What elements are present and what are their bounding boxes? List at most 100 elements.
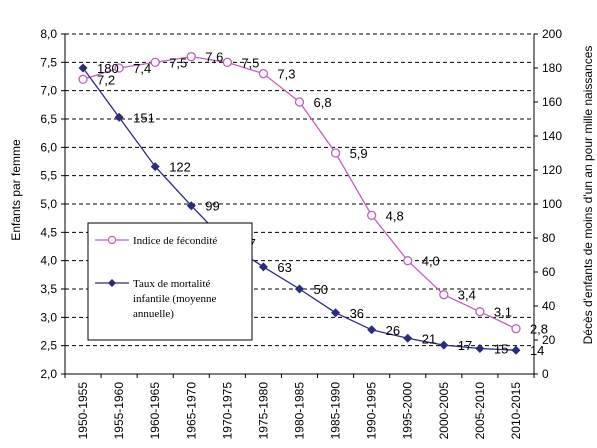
legend: Indice de fécondité Taux de mortalité in…: [87, 222, 253, 341]
mortality-point: [258, 262, 268, 272]
x-tick-label: 2000-2005: [437, 382, 451, 440]
x-tick-label: 1980-1985: [293, 382, 307, 440]
mortality-data-label: 17: [458, 338, 472, 353]
fertility-point: [78, 74, 88, 84]
right-axis-ticks: 0 20 40 60 80 100 120 140 160 180 200: [534, 27, 562, 381]
mortality-point: [114, 112, 124, 122]
fertility-data-label: 4,0: [422, 254, 440, 269]
x-tick-label: 2010-2015: [509, 382, 523, 440]
fertility-point: [222, 57, 232, 67]
mortality-data-label: 15: [494, 342, 508, 357]
mortality-data-label: 151: [133, 110, 155, 125]
left-tick-label: 6,5: [40, 112, 57, 126]
fertility-point: [294, 97, 305, 107]
fertility-point: [258, 69, 269, 79]
left-tick-label: 8,0: [40, 27, 57, 41]
left-tick-label: 6,0: [40, 140, 57, 154]
fertility-data-label: 2,8: [530, 322, 548, 337]
legend-mortality-label-line3: annuelle): [133, 308, 174, 320]
x-tick-label: 1950-1955: [76, 382, 90, 440]
left-axis-title: Enfants par femme: [9, 139, 23, 241]
x-tick-label: 1995-2000: [401, 382, 415, 440]
x-tick-label: 1955-1960: [112, 382, 126, 440]
left-tick-label: 5,0: [40, 197, 57, 211]
right-tick-label: 180: [542, 61, 562, 75]
x-tick-label: 2005-2010: [473, 382, 487, 440]
legend-fertility-label: Indice de fécondité: [133, 235, 217, 247]
mortality-point: [331, 308, 341, 318]
right-tick-label: 80: [542, 231, 556, 245]
fertility-data-label: 7,5: [241, 55, 259, 70]
right-tick-label: 60: [542, 265, 556, 279]
mortality-point: [150, 162, 160, 172]
mortality-point: [511, 345, 521, 355]
left-tick-label: 3,0: [40, 310, 57, 324]
legend-mortality-marker: [108, 279, 116, 287]
mortality-data-labels: 18015112299776350362621171514: [97, 61, 544, 358]
x-axis-ticks: 1950-1955 1955-1960 1960-1965 1965-1970 1970…: [64, 374, 535, 440]
fertility-data-label: 7,3: [277, 67, 295, 82]
mortality-point: [475, 344, 485, 353]
fertility-data-label: 6,8: [314, 95, 332, 110]
fertility-point: [403, 256, 413, 266]
right-tick-label: 20: [542, 333, 556, 347]
right-tick-label: 200: [542, 27, 562, 41]
fertility-point: [186, 52, 196, 62]
fertility-data-label: 4,8: [386, 208, 404, 223]
x-tick-label: 1965-1970: [184, 382, 198, 440]
mortality-data-label: 21: [422, 331, 436, 346]
right-tick-label: 120: [542, 163, 562, 177]
right-axis-title: Décès d'enfants de moins d'un an pour mi…: [581, 46, 595, 345]
fertility-point: [330, 148, 341, 158]
mortality-data-label: 180: [97, 61, 119, 76]
fertility-data-label: 3,1: [494, 305, 512, 320]
left-tick-label: 7,5: [40, 55, 57, 69]
fertility-point: [511, 324, 521, 334]
left-tick-label: 7,0: [40, 84, 57, 98]
right-tick-label: 160: [542, 95, 562, 109]
mortality-data-label: 122: [169, 160, 191, 175]
left-tick-label: 2,0: [40, 367, 57, 381]
legend-mortality-label-line2: infantile (moyenne: [133, 293, 217, 305]
left-axis-ticks: 2,0 2,5 3,0 3,5 4,0 4,5 5,0 5,5 6,0 6,5 7,0 7,5 8,0: [40, 27, 65, 381]
mortality-data-label: 50: [314, 282, 328, 297]
left-tick-label: 5,5: [40, 169, 57, 183]
mortality-data-label: 14: [530, 343, 544, 358]
fertility-data-label: 7,4: [133, 61, 151, 76]
right-tick-label: 100: [542, 197, 562, 211]
right-tick-label: 0: [542, 367, 549, 381]
fertility-point: [150, 57, 160, 67]
mortality-data-label: 63: [277, 260, 291, 275]
x-tick-label: 1990-1995: [365, 382, 379, 440]
right-tick-label: 40: [542, 299, 556, 313]
fertility-data-label: 5,9: [350, 146, 368, 161]
legend-fertility-marker: [107, 235, 117, 245]
left-tick-label: 2,5: [40, 339, 57, 353]
legend-mortality-label-line1: Taux de mortalité: [133, 278, 211, 290]
fertility-point: [367, 210, 377, 220]
fertility-series: [78, 52, 521, 334]
x-tick-label: 1975-1980: [256, 382, 270, 440]
mortality-point: [295, 284, 304, 294]
mortality-point: [439, 340, 449, 350]
mortality-point: [78, 63, 88, 73]
mortality-point: [186, 201, 196, 211]
fertility-data-labels: 7,2 7,4 7,5 7,6 7,5 7,3 6,8 5,9 4,8 4,0 3,4 3,1 2,8: [97, 50, 548, 337]
fertility-point: [114, 63, 124, 73]
fertility-data-label: 3,4: [458, 288, 476, 303]
fertility-point: [475, 307, 485, 317]
x-tick-label: 1985-1990: [329, 382, 343, 440]
mortality-series: [78, 63, 521, 355]
left-tick-label: 3,5: [40, 282, 57, 296]
fertility-data-label: 7,6: [205, 50, 223, 65]
mortality-point: [403, 333, 413, 343]
mortality-data-label: 26: [386, 323, 400, 338]
left-tick-label: 4,0: [40, 254, 57, 268]
mortality-data-label: 36: [350, 306, 364, 321]
mortality-data-label: 99: [205, 199, 219, 214]
fertility-data-label: 7,2: [97, 72, 115, 87]
x-tick-label: 1960-1965: [148, 382, 162, 440]
left-tick-label: 4,5: [40, 225, 57, 239]
fertility-point: [439, 290, 449, 300]
